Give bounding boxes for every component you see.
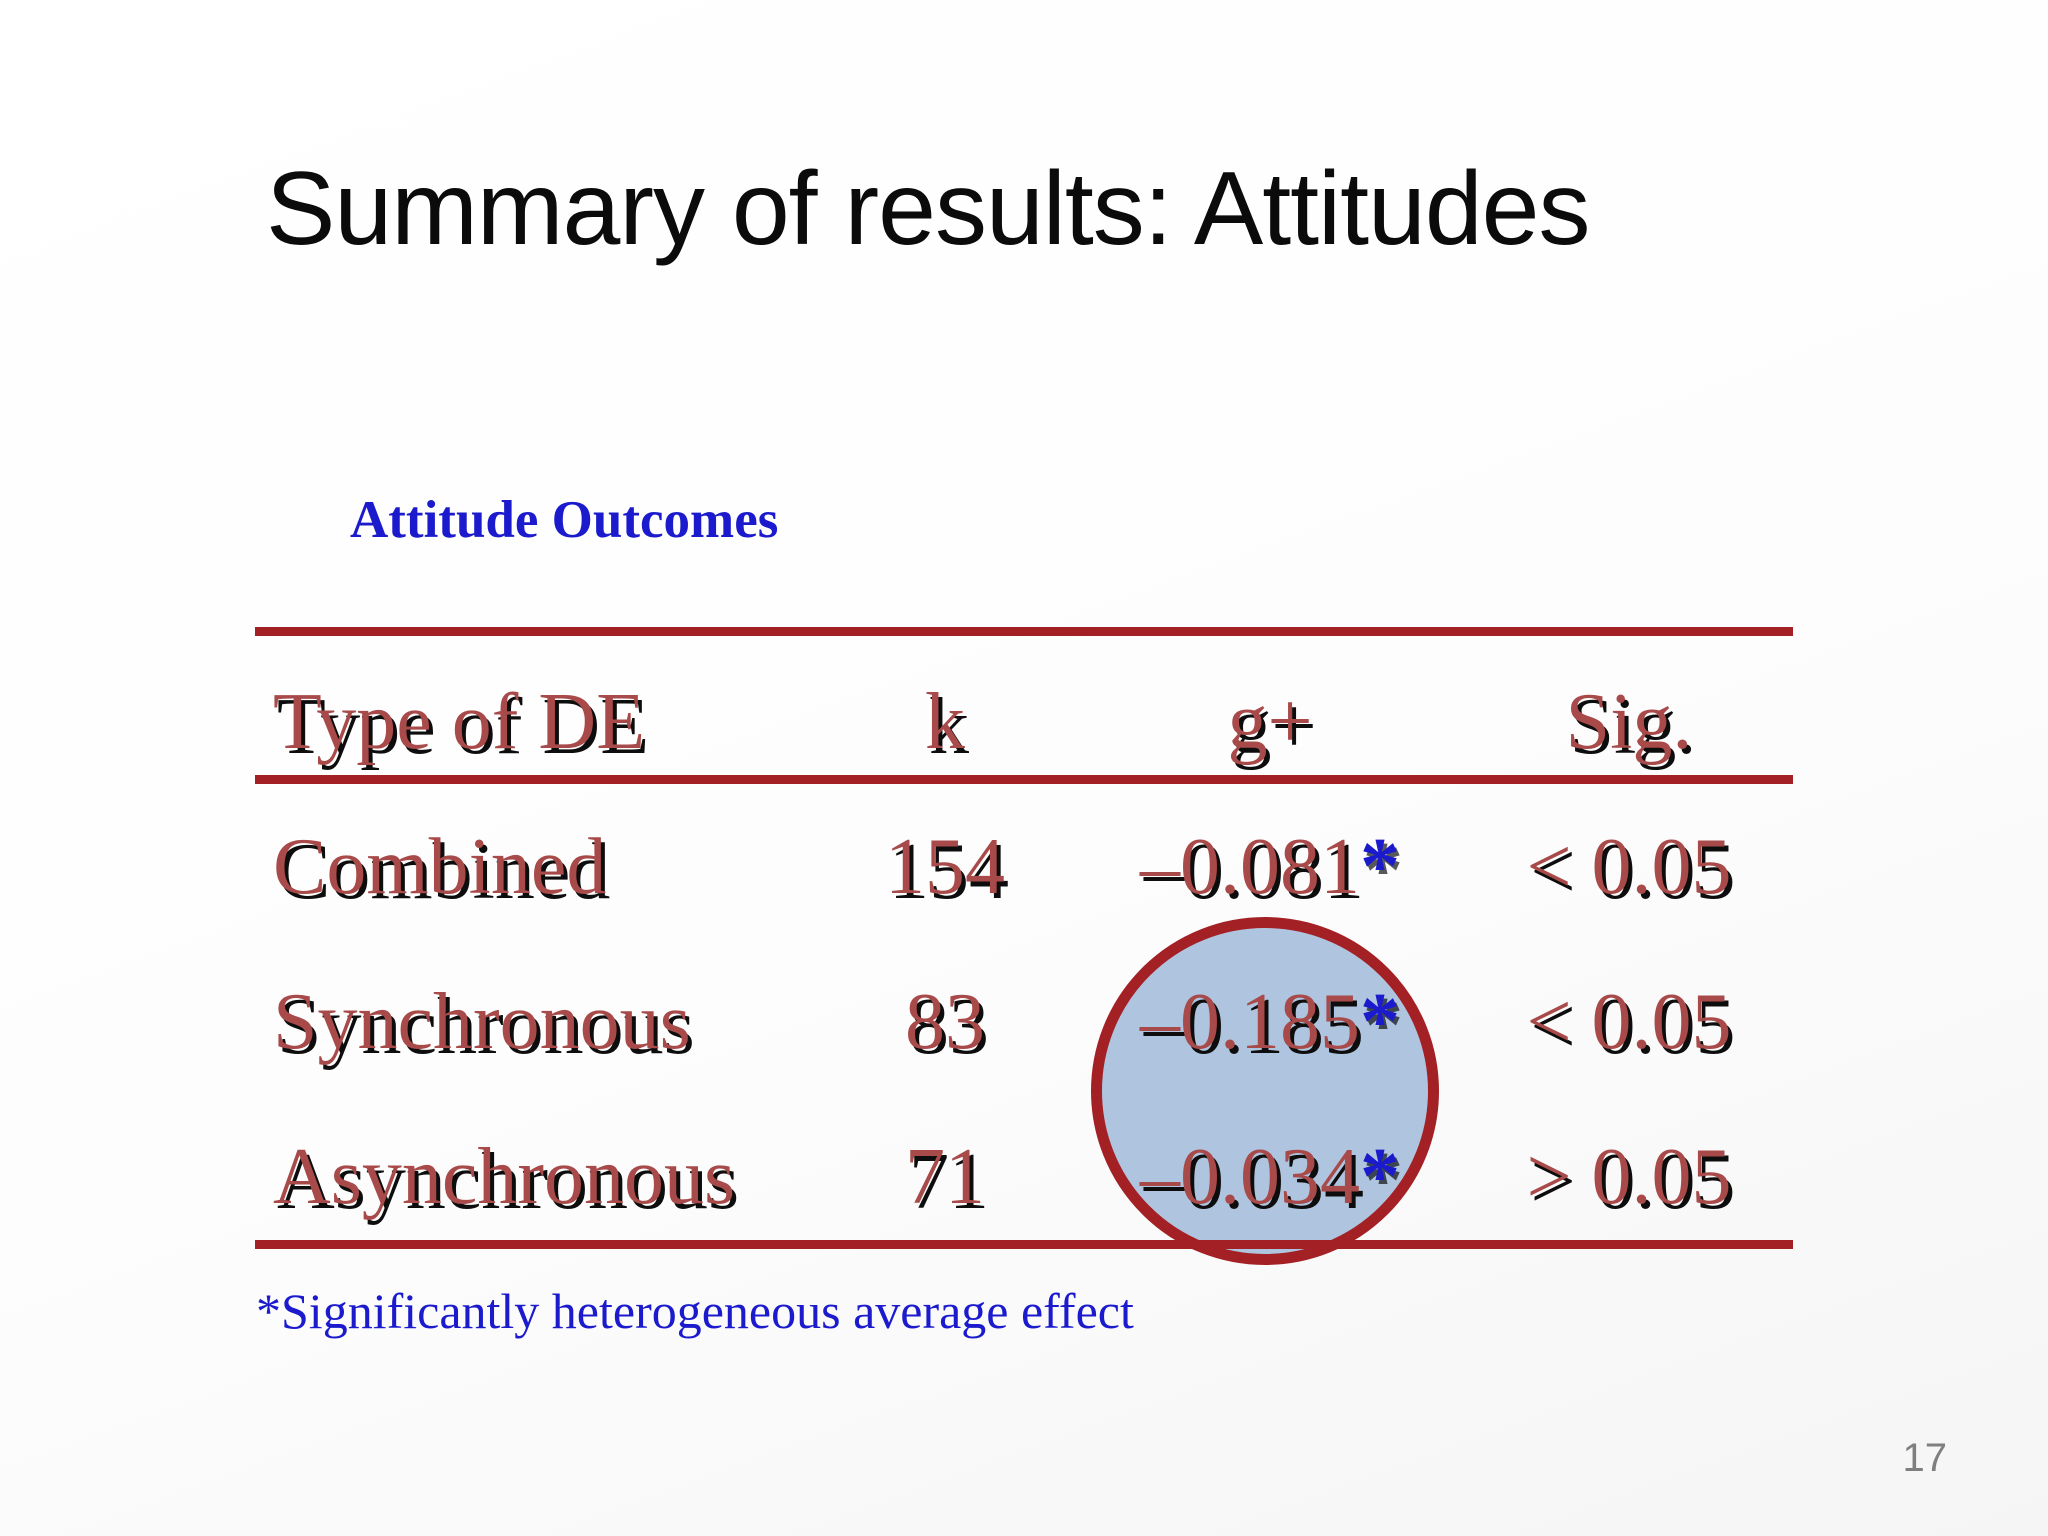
g-plus-value: –0.185 bbox=[1140, 978, 1360, 1066]
significance-asterisk: * bbox=[1360, 823, 1400, 911]
cell-k: 83 bbox=[905, 978, 985, 1066]
g-plus-value: –0.081 bbox=[1140, 823, 1360, 911]
column-header-k: k bbox=[925, 678, 965, 766]
table-rule-under-header bbox=[255, 775, 1793, 784]
cell-type-of-de: Synchronous bbox=[273, 978, 691, 1066]
cell-sig: < 0.05 bbox=[1526, 823, 1732, 911]
cell-g-plus: –0.081* bbox=[1075, 825, 1465, 909]
cell-type-of-de: Asynchronous bbox=[273, 1133, 736, 1221]
significance-asterisk: * bbox=[1360, 978, 1400, 1066]
cell-sig: > 0.05 bbox=[1526, 1133, 1732, 1221]
cell-type-of-de: Combined bbox=[273, 823, 607, 911]
table-rule-top bbox=[255, 627, 1793, 636]
cell-k: 154 bbox=[885, 823, 1005, 911]
table-header-row: Type of DE k g+ Sig. bbox=[255, 680, 1793, 764]
page-number: 17 bbox=[1902, 1436, 1948, 1480]
column-header-g-plus: g+ bbox=[1227, 678, 1313, 766]
table-row-asynchronous: Asynchronous 71 –0.034* > 0.05 bbox=[255, 1135, 1793, 1219]
table-rule-bottom bbox=[255, 1240, 1793, 1249]
table-row-combined: Combined 154 –0.081* < 0.05 bbox=[255, 825, 1793, 909]
highlight-circle bbox=[1091, 917, 1439, 1265]
footnote: *Significantly heterogeneous average eff… bbox=[256, 1283, 1134, 1339]
column-header-type-of-de: Type of DE bbox=[273, 678, 646, 766]
column-header-sig: Sig. bbox=[1565, 678, 1693, 766]
significance-asterisk: * bbox=[1360, 1133, 1400, 1221]
cell-k: 71 bbox=[905, 1133, 985, 1221]
slide-title: Summary of results: Attitudes bbox=[266, 151, 1591, 267]
table-row-synchronous: Synchronous 83 –0.185* < 0.05 bbox=[255, 980, 1793, 1064]
cell-sig: < 0.05 bbox=[1526, 978, 1732, 1066]
cell-g-plus: –0.185* bbox=[1075, 980, 1465, 1064]
cell-g-plus: –0.034* bbox=[1075, 1135, 1465, 1219]
g-plus-value: –0.034 bbox=[1140, 1133, 1360, 1221]
table-label: Attitude Outcomes bbox=[350, 491, 779, 549]
